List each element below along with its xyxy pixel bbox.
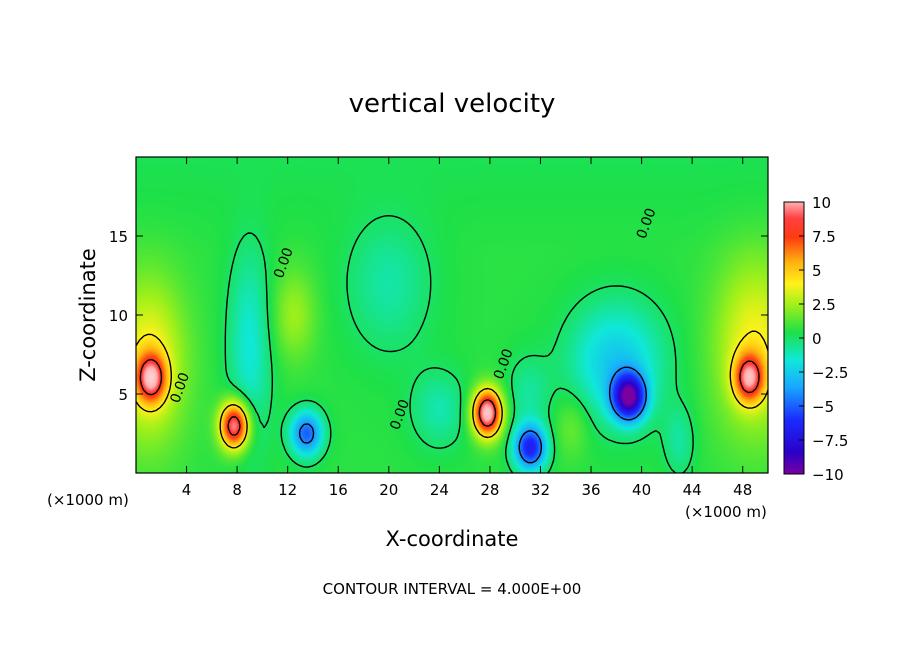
x-tick-label: 8 <box>232 481 242 499</box>
colorbar-tick-label: −2.5 <box>812 364 848 382</box>
x-tick-label: 28 <box>480 481 499 499</box>
colorbar-tick-label: −7.5 <box>812 432 848 450</box>
contour-level <box>298 366 647 464</box>
contour-level <box>224 215 694 473</box>
x-tick-label: 20 <box>379 481 398 499</box>
x-unit-label-left: (×1000 m) <box>47 491 129 509</box>
x-axis-label: X-coordinate <box>386 527 519 551</box>
colorbar-tick-label: 0 <box>812 330 822 348</box>
x-axis-ticks: 4 8 12 16 20 24 28 32 36 40 44 48 <box>182 157 752 499</box>
x-tick-label: 44 <box>683 481 702 499</box>
contour-lines <box>136 215 768 473</box>
x-tick-label: 32 <box>531 481 550 499</box>
colorbar-ticks: 10 7.5 5 2.5 0 −2.5 −5 −7.5 −10 <box>799 194 848 484</box>
y-axis-label: Z-coordinate <box>76 248 100 382</box>
x-tick-label: 40 <box>632 481 651 499</box>
y-tick-label: 5 <box>118 386 128 404</box>
chart-title: vertical velocity <box>349 89 556 119</box>
colorbar-tick-label: 7.5 <box>812 228 836 246</box>
x-unit-label-right: (×1000 m) <box>685 503 767 521</box>
colorbar-tick-label: 5 <box>812 262 822 280</box>
colorbar-tick-label: 10 <box>812 194 831 212</box>
contour-level <box>136 330 768 449</box>
y-tick-label: 10 <box>109 307 128 325</box>
x-tick-label: 48 <box>733 481 752 499</box>
field-heatmap <box>136 157 768 473</box>
x-tick-label: 24 <box>430 481 449 499</box>
colorbar-tick-label: −10 <box>812 466 844 484</box>
x-tick-label: 4 <box>182 481 192 499</box>
x-tick-label: 12 <box>278 481 297 499</box>
y-axis-ticks: 5 10 15 <box>109 228 768 404</box>
x-tick-label: 16 <box>329 481 348 499</box>
x-tick-label: 36 <box>581 481 600 499</box>
y-tick-label: 15 <box>109 228 128 246</box>
colorbar-tick-label: −5 <box>812 398 834 416</box>
contour-level <box>139 358 760 436</box>
colorbar-tick-label: 2.5 <box>812 296 836 314</box>
contour-interval-note: CONTOUR INTERVAL = 4.000E+00 <box>323 580 582 598</box>
